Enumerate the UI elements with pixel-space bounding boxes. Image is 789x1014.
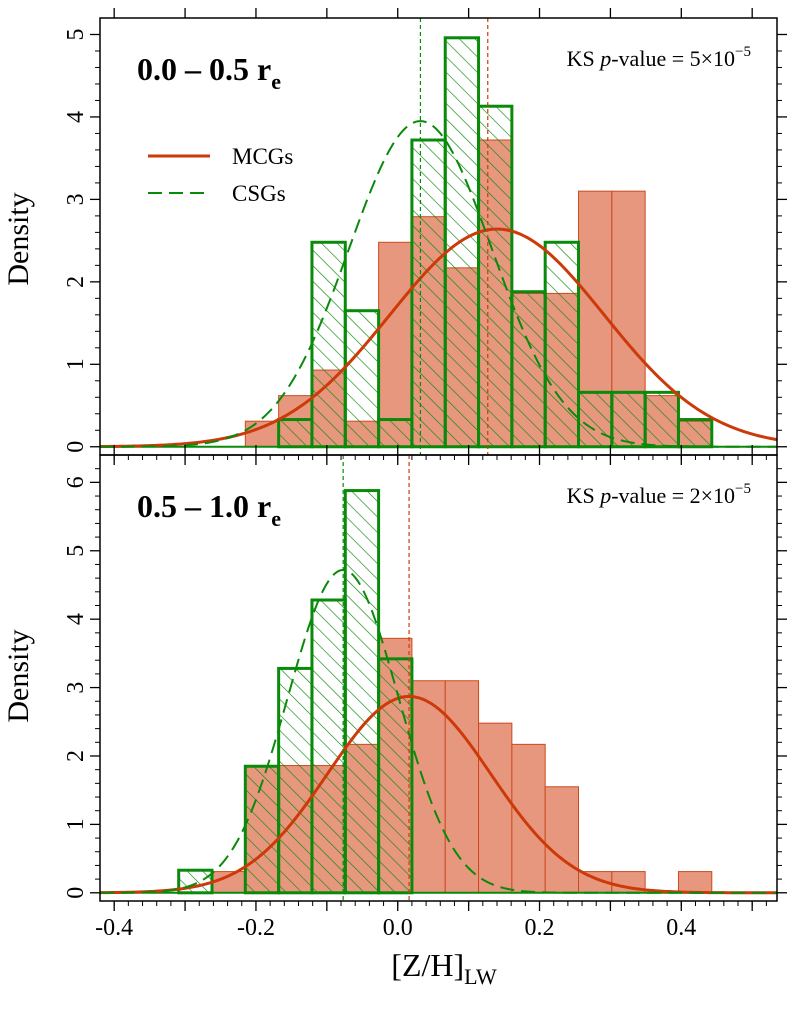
y-tick-label: 2 bbox=[63, 750, 89, 762]
x-tick-labels: -0.4 -0.2 0.0 0.2 0.4 bbox=[95, 915, 696, 941]
x-tick-label: 0.0 bbox=[383, 915, 413, 941]
x-tick-label: 0.2 bbox=[525, 915, 555, 941]
mcg-histogram-bar bbox=[677, 871, 713, 894]
y-tick-label: 0 bbox=[63, 887, 89, 899]
y-tick-label: 0 bbox=[63, 441, 89, 453]
mcg-histogram-bar bbox=[378, 241, 413, 448]
y-tick-label: 1 bbox=[63, 818, 89, 830]
x-tick-label: 0.4 bbox=[666, 915, 696, 941]
panel-title-bottom: 0.5 – 1.0 re bbox=[137, 488, 281, 531]
y-tick-label: 4 bbox=[63, 111, 89, 123]
top-panel-ticks: 0 1 2 3 4 5 bbox=[63, 8, 787, 465]
panel-bottom: 0 1 2 3 4 5 6 0.5 – 1.0 re KS p-value = 2×10−5… bbox=[2, 445, 787, 911]
y-tick-label: 1 bbox=[63, 358, 89, 370]
mcg-gaussian-curve bbox=[100, 227, 777, 449]
y-tick-label: 6 bbox=[63, 476, 89, 488]
y-tick-label: 3 bbox=[63, 193, 89, 205]
legend: MCGs CSGs bbox=[148, 144, 293, 206]
csg-gaussian-curve bbox=[100, 120, 777, 448]
legend-csg-label: CSGs bbox=[232, 181, 286, 206]
bottom-panel-frame bbox=[99, 454, 778, 902]
csg-histogram-hatch bbox=[100, 36, 777, 449]
mcg-histogram-bar bbox=[511, 743, 546, 894]
ks-pvalue-top: KS p-value = 5×10−5 bbox=[567, 44, 751, 71]
y-tick-label: 4 bbox=[63, 613, 89, 625]
x-tick-label: -0.2 bbox=[237, 915, 275, 941]
ks-pvalue-bottom: KS p-value = 2×10−5 bbox=[567, 481, 751, 508]
x-tick-label: -0.4 bbox=[95, 915, 133, 941]
mcg-histogram-bar bbox=[244, 420, 280, 448]
mcg-histogram-bar bbox=[544, 786, 580, 894]
panel-title-top: 0.0 – 0.5 re bbox=[137, 51, 281, 94]
y-tick-label: 2 bbox=[63, 276, 89, 288]
y-tick-label: 3 bbox=[63, 682, 89, 694]
mcg-histogram-bar bbox=[411, 680, 446, 894]
y-tick-label: 5 bbox=[63, 545, 89, 557]
mcg-histogram-bar bbox=[478, 722, 513, 894]
mcg-gaussian-curve bbox=[100, 694, 777, 895]
y-axis-label-bottom: Density bbox=[2, 629, 35, 722]
bottom-panel-ticks: 0 1 2 3 4 5 6 bbox=[63, 445, 787, 911]
mcg-histogram-bar bbox=[444, 680, 480, 894]
y-axis-label-top: Density bbox=[2, 192, 35, 285]
y-tick-label: 5 bbox=[63, 28, 89, 40]
x-axis-label: [Z/H]LW bbox=[391, 947, 497, 989]
legend-mcg-label: MCGs bbox=[232, 144, 293, 169]
csg-gaussian-curve bbox=[100, 568, 777, 894]
